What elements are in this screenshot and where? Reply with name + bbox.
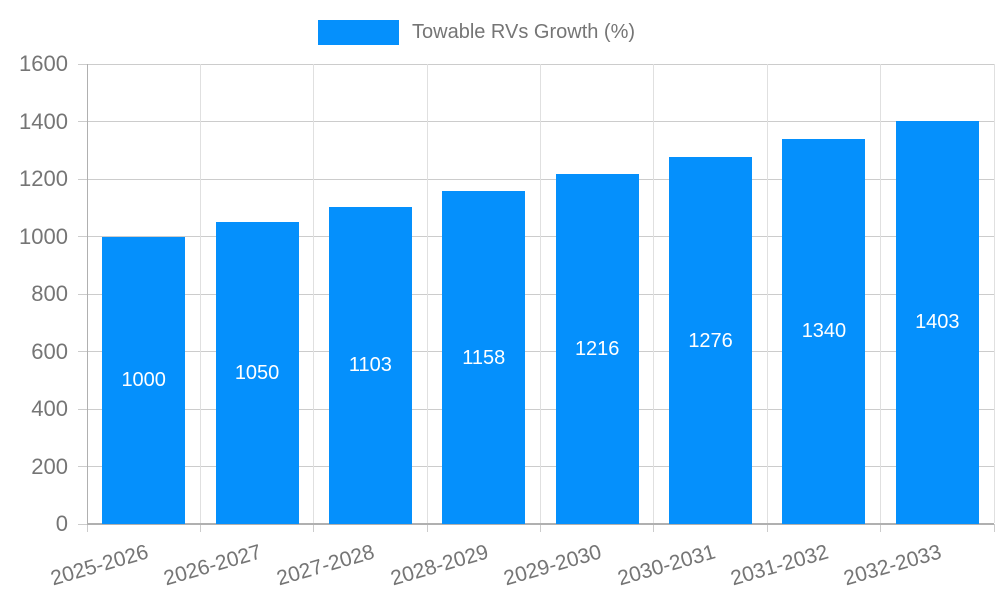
- gridline-vertical: [993, 64, 995, 523]
- bar[interactable]: [669, 157, 753, 524]
- y-tick-mark: [78, 121, 87, 122]
- y-tick-mark: [78, 523, 87, 525]
- bar-value-label: 1000: [121, 369, 166, 392]
- bar-value-label: 1216: [574, 338, 620, 361]
- y-axis-line: [86, 64, 88, 524]
- gridline-vertical: [426, 64, 428, 523]
- gridline-vertical: [199, 64, 201, 523]
- x-tick-label: 2031-2032: [728, 540, 831, 591]
- chart-legend: Towable RVs Growth (%): [318, 20, 635, 45]
- y-tick-label: 1000: [19, 223, 68, 249]
- x-tick-mark: [313, 524, 315, 532]
- bar[interactable]: [555, 174, 639, 524]
- bar[interactable]: [102, 236, 186, 524]
- x-tick-mark: [426, 524, 428, 532]
- x-tick-label: 2030-2031: [614, 540, 718, 591]
- x-tick-mark: [766, 524, 768, 532]
- x-tick-label: 2025-2026: [47, 540, 151, 591]
- x-tick-mark: [993, 524, 995, 532]
- gridline-vertical: [653, 64, 655, 523]
- x-tick-mark: [86, 524, 88, 532]
- y-tick-mark: [78, 351, 87, 352]
- y-tick-label: 1200: [19, 166, 68, 191]
- legend-swatch: [318, 20, 399, 45]
- x-tick-label: 2026-2027: [161, 540, 265, 591]
- x-axis-line: [87, 523, 994, 525]
- bar-value-label: 1103: [348, 354, 392, 377]
- y-tick-label: 600: [31, 338, 68, 364]
- y-tick-label: 200: [31, 453, 68, 479]
- bar[interactable]: [782, 138, 866, 524]
- legend-label: Towable RVs Growth (%): [412, 21, 636, 43]
- x-tick-label: 2028-2029: [387, 540, 491, 591]
- bar[interactable]: [895, 120, 979, 524]
- bar[interactable]: [442, 191, 526, 524]
- bar-value-label: 1050: [234, 362, 280, 385]
- y-tick-label: 0: [55, 511, 68, 536]
- bar-value-label: 1158: [462, 346, 506, 369]
- y-tick-mark: [78, 293, 87, 295]
- x-tick-label: 2029-2030: [501, 540, 605, 591]
- x-tick-mark: [653, 524, 655, 532]
- gridline-vertical: [766, 64, 768, 523]
- y-tick-mark: [78, 63, 87, 65]
- y-tick-label: 800: [31, 281, 68, 306]
- bar-value-label: 1276: [688, 329, 733, 352]
- y-tick-label: 400: [31, 396, 68, 421]
- y-tick-mark: [78, 466, 87, 467]
- x-tick-label: 2032-2033: [841, 540, 945, 591]
- bar-value-label: 1403: [915, 311, 960, 334]
- y-tick-label: 1600: [19, 51, 68, 76]
- bar-value-label: 1340: [801, 320, 847, 343]
- gridline-vertical: [880, 64, 882, 523]
- bar[interactable]: [215, 222, 299, 524]
- x-tick-mark: [199, 524, 201, 532]
- y-tick-mark: [78, 408, 87, 410]
- gridline-vertical: [540, 64, 541, 523]
- x-tick-mark: [880, 524, 882, 532]
- x-tick-label: 2027-2028: [274, 540, 378, 591]
- y-tick-mark: [78, 178, 87, 180]
- y-tick-mark: [78, 236, 87, 237]
- y-tick-label: 1400: [19, 108, 68, 134]
- bar[interactable]: [328, 206, 412, 524]
- x-tick-mark: [540, 524, 541, 532]
- gridline-vertical: [313, 64, 315, 523]
